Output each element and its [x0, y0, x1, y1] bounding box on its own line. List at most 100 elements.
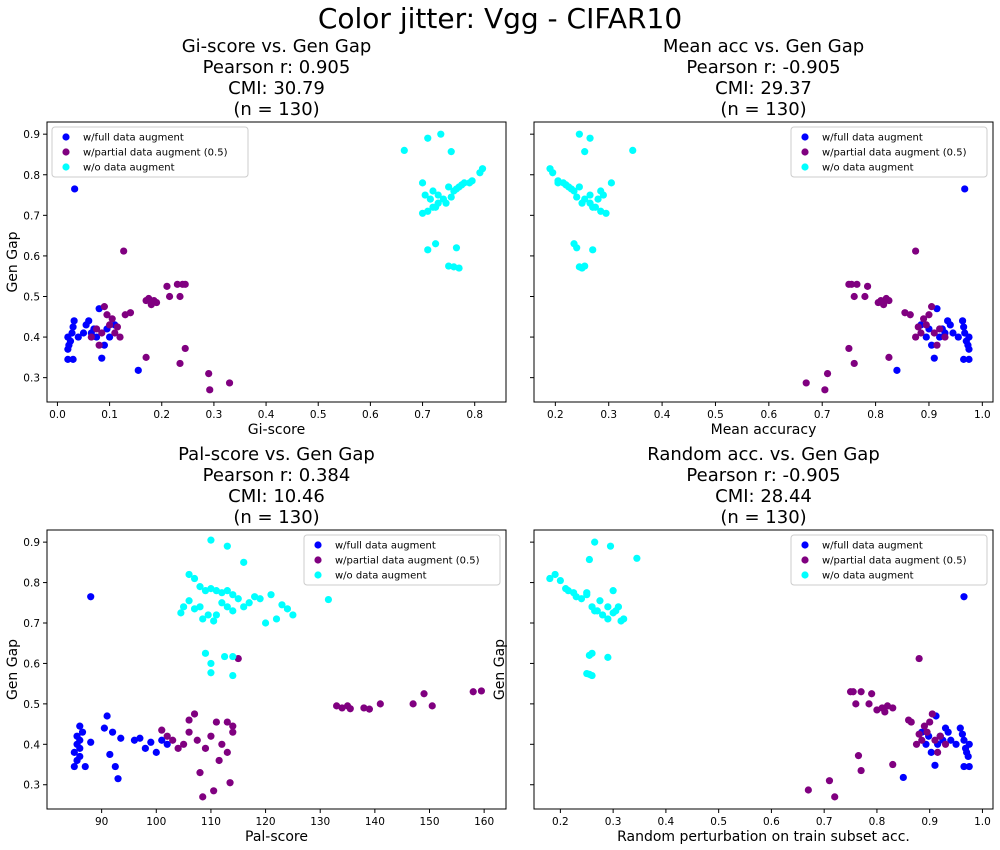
data-point [98, 329, 106, 337]
data-point [912, 740, 921, 748]
data-point [629, 146, 637, 155]
data-point [74, 333, 82, 341]
data-point [853, 280, 861, 288]
data-point [606, 542, 615, 550]
data-point [418, 209, 427, 217]
data-point [922, 333, 930, 341]
data-point [113, 323, 122, 331]
x-tick-label: 0.5 [310, 409, 327, 421]
data-point [92, 325, 101, 333]
data-point [885, 353, 893, 361]
x-tick-label: 0.7 [814, 409, 831, 421]
data-point [585, 651, 593, 659]
data-point [904, 716, 913, 724]
panel-title-line: Pearson r: 0.384 [203, 465, 351, 486]
x-tick-label: 0.6 [362, 409, 379, 421]
legend-label: w/partial data augment (0.5) [83, 148, 228, 159]
data-point [915, 730, 923, 738]
data-point [804, 786, 812, 794]
data-point [181, 344, 189, 353]
data-point [958, 317, 967, 325]
panel-title-line: Pal-score vs. Gen Gap [178, 444, 375, 465]
data-point [116, 333, 124, 341]
data-point [845, 280, 853, 288]
series-none [546, 130, 637, 272]
y-axis-label: Gen Gap [492, 639, 508, 700]
data-point [852, 700, 860, 708]
data-point [76, 722, 84, 730]
x-tick-label: 0.5 [710, 816, 727, 828]
data-point [223, 718, 231, 726]
data-point [931, 736, 939, 744]
data-point [251, 593, 259, 601]
legend-marker [62, 148, 70, 156]
legend-marker [801, 541, 809, 549]
data-point [400, 146, 408, 155]
legend-label: w/full data augment [822, 133, 923, 144]
series-none [177, 536, 333, 680]
data-point [229, 728, 237, 736]
data-point [426, 195, 434, 203]
y-tick-label: 0.6 [23, 251, 40, 263]
data-point [418, 179, 427, 187]
x-tick-label: 100 [146, 816, 166, 828]
data-point [207, 659, 215, 668]
legend-marker [314, 556, 322, 564]
data-point [901, 309, 909, 317]
legend: w/full data augment w/partial data augmen… [303, 534, 501, 586]
data-point [925, 311, 933, 319]
data-point [218, 589, 226, 597]
legend-label: w/full data augment [83, 133, 184, 144]
data-point [201, 744, 210, 752]
data-point [85, 317, 93, 325]
legend-marker [801, 148, 809, 156]
legend: w/full data augment w/partial data augmen… [790, 126, 988, 178]
data-point [868, 690, 876, 698]
data-point [71, 185, 79, 193]
data-point [196, 769, 204, 777]
data-point [199, 615, 207, 623]
panel-title-line: CMI: 30.79 [228, 78, 325, 99]
series-full [899, 593, 973, 782]
data-point [218, 740, 226, 748]
data-point [177, 609, 185, 617]
data-point [100, 341, 108, 349]
data-point [134, 366, 142, 374]
data-point [961, 329, 969, 337]
data-point [181, 280, 189, 288]
data-point [204, 611, 212, 619]
data-point [324, 595, 333, 604]
y-tick-label: 0.9 [23, 129, 40, 141]
data-point [117, 734, 125, 742]
panel-title-line: CMI: 29.37 [715, 78, 812, 99]
data-point [229, 591, 237, 599]
data-point [861, 292, 869, 301]
data-point [846, 688, 855, 696]
data-point [477, 687, 486, 695]
data-point [588, 671, 596, 680]
x-tick-label: 90 [95, 816, 108, 828]
y-tick-label: 0.8 [23, 578, 40, 590]
data-point [111, 762, 119, 771]
data-point [207, 536, 215, 544]
data-point [79, 329, 88, 337]
data-point [424, 246, 432, 254]
data-point [920, 315, 928, 323]
data-point [604, 615, 612, 623]
x-tick-label: 150 [419, 816, 439, 828]
data-point [201, 587, 210, 595]
data-point [476, 169, 484, 177]
x-tick-label: 120 [256, 816, 276, 828]
data-point [169, 736, 177, 744]
data-point [612, 607, 620, 615]
data-point [283, 605, 292, 613]
data-point [256, 595, 264, 603]
data-point [604, 603, 612, 611]
data-point [207, 585, 215, 593]
data-point [108, 728, 117, 736]
x-axis-label: Random perturbation on train subset acc. [617, 829, 910, 845]
data-point [87, 738, 95, 746]
x-axis-label: Pal-score [245, 829, 308, 845]
